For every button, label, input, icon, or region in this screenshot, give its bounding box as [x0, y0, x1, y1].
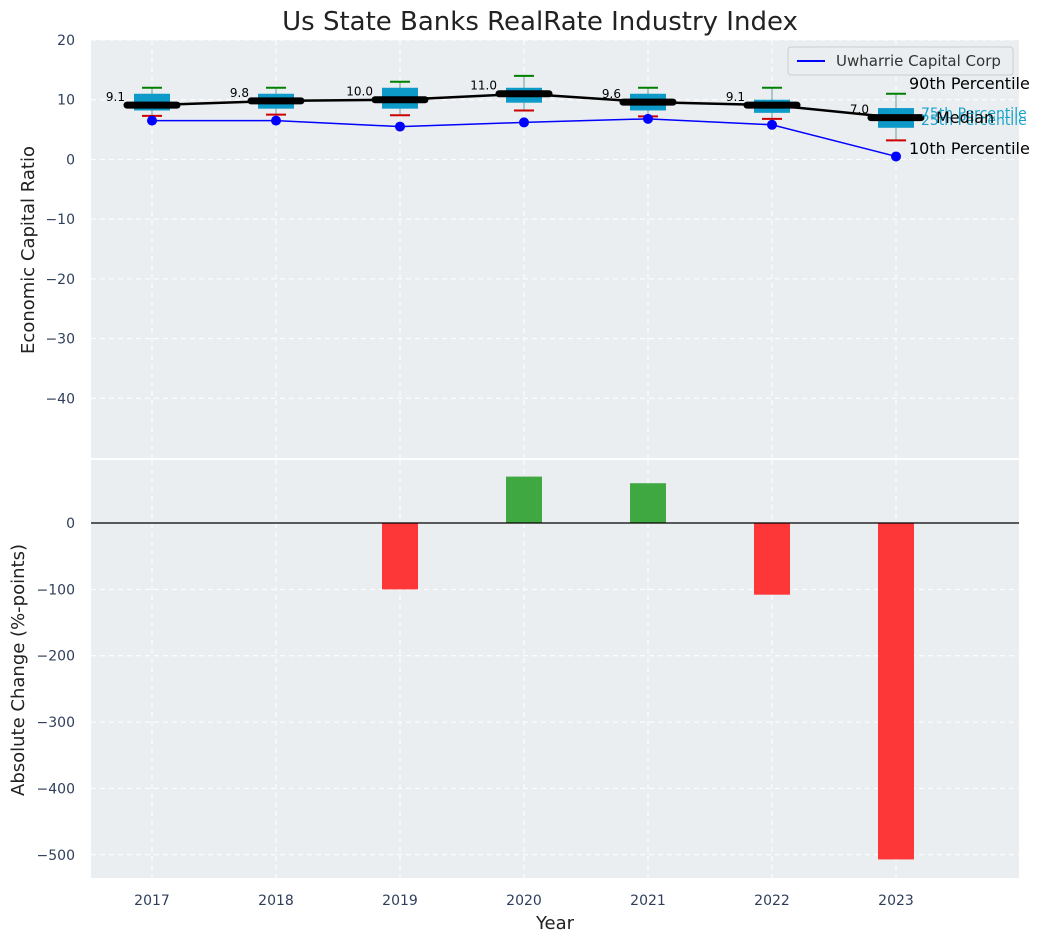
x-tick-label: 2022 — [754, 893, 790, 909]
series-point-uwharrie — [395, 121, 405, 132]
top-y-tick-label: −40 — [45, 391, 75, 407]
median-value-label: 9.6 — [602, 87, 621, 101]
bottom-y-axis-title: Absolute Change (%-points) — [8, 544, 29, 796]
top-y-tick-label: −10 — [45, 212, 75, 228]
change-bar — [878, 523, 914, 860]
top-y-tick-label: 20 — [57, 33, 75, 49]
bottom-y-tick-label: −400 — [37, 781, 75, 797]
bottom-y-tick-label: −100 — [37, 582, 75, 598]
top-y-tick-label: −20 — [45, 272, 75, 288]
series-point-uwharrie — [891, 151, 901, 162]
series-point-uwharrie — [767, 119, 777, 130]
series-lines — [147, 92, 901, 162]
median-value-label: 9.1 — [726, 90, 745, 104]
top-plot-area — [91, 40, 1019, 458]
series-point-uwharrie — [271, 115, 281, 126]
change-bar — [630, 483, 666, 524]
chart-title: Us State Banks RealRate Industry Index — [282, 7, 798, 37]
change-bar — [382, 523, 418, 590]
median-value-label: 9.1 — [106, 90, 125, 104]
change-bar — [506, 476, 542, 524]
x-axis-title: Year — [535, 913, 575, 934]
median-value-label: 11.0 — [470, 79, 497, 93]
top-y-ticks: 20 10 0 −10 −20 −30 −40 — [45, 33, 75, 407]
x-tick-label: 2021 — [630, 893, 666, 909]
top-y-tick-label: 10 — [57, 93, 75, 109]
x-ticks: 2017 2018 2019 2020 2021 2022 2023 — [134, 893, 914, 909]
legend-entry-uwharrie: Uwharrie Capital Corp — [836, 52, 1001, 70]
bottom-y-tick-label: −300 — [37, 715, 75, 731]
bottom-y-ticks: 0 −100 −200 −300 −400 −500 — [37, 516, 75, 864]
x-tick-label: 2019 — [382, 893, 418, 909]
bottom-y-tick-label: 0 — [66, 516, 75, 532]
x-tick-label: 2023 — [878, 893, 914, 909]
bottom-plot-area — [91, 460, 1019, 878]
median-value-label: 10.0 — [346, 85, 373, 99]
median-line — [151, 92, 897, 119]
bottom-y-tick-label: −200 — [37, 649, 75, 665]
top-y-tick-label: 0 — [66, 152, 75, 168]
median-value-label: 9.8 — [230, 86, 249, 100]
series-point-uwharrie — [643, 113, 653, 124]
annotation-25th: 25th Percentile — [921, 113, 1027, 129]
median-value-label: 7.0 — [850, 103, 869, 117]
annotation-10th: 10th Percentile — [909, 139, 1030, 158]
annotation-90th: 90th Percentile — [909, 74, 1030, 93]
legend: Uwharrie Capital Corp — [787, 46, 1014, 76]
change-bars — [382, 476, 914, 860]
x-tick-label: 2018 — [258, 893, 294, 909]
annotation-median: Median — [936, 108, 994, 127]
change-bar — [754, 523, 790, 595]
x-tick-label: 2020 — [506, 893, 542, 909]
top-y-tick-label: −30 — [45, 332, 75, 348]
bottom-y-tick-label: −500 — [37, 848, 75, 864]
top-y-axis-title: Economic Capital Ratio — [18, 146, 39, 354]
x-tick-label: 2017 — [134, 893, 170, 909]
series-point-uwharrie — [519, 117, 529, 128]
series-point-uwharrie — [147, 115, 157, 126]
top-grid — [91, 39, 1019, 458]
annotation-75th: 75th Percentile — [921, 106, 1027, 122]
median-labels: 9.1 9.8 10.0 11.0 9.6 9.1 7.0 — [106, 79, 869, 117]
